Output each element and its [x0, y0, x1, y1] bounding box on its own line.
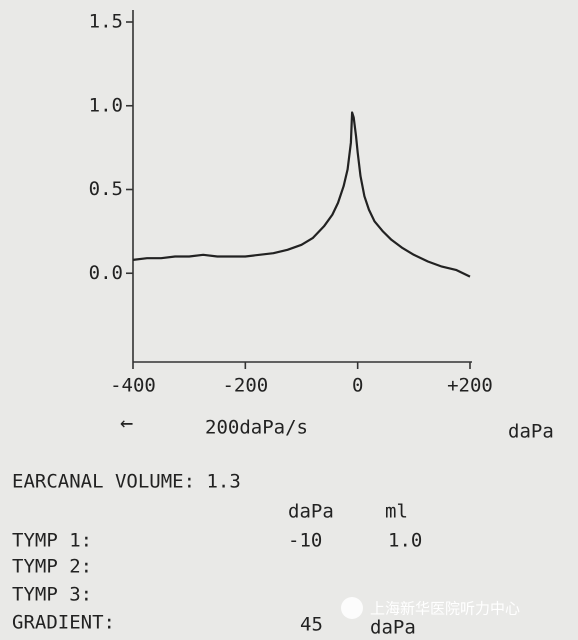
cell: daPa — [370, 617, 416, 639]
x-tick-label: +200 — [447, 375, 493, 397]
cell: 1.0 — [388, 530, 422, 552]
row-label: GRADIENT: — [12, 612, 115, 634]
rate: 200daPa/s — [205, 417, 308, 439]
column-header: ml — [385, 501, 408, 523]
x-tick-label: -400 — [110, 375, 156, 397]
curve — [132, 111, 471, 278]
y-tick-label: 1.0 — [89, 94, 123, 116]
y-tick-label: 1.5 — [89, 11, 123, 33]
row-label: TYMP 1: — [12, 530, 92, 552]
x-axis-label: daPa — [508, 421, 554, 443]
volume: EARCANAL VOLUME: 1.3 — [12, 471, 241, 493]
watermark-icon — [341, 597, 363, 619]
column-header: daPa — [288, 501, 334, 523]
row-label: TYMP 2: — [12, 556, 92, 578]
arrow: ← — [120, 411, 133, 436]
x-tick-label: -200 — [222, 375, 268, 397]
y-tick-label: 0.5 — [89, 178, 123, 200]
cell: 45 — [300, 614, 323, 636]
cell: -10 — [288, 530, 322, 552]
watermark: 上海新华医院听力中心 — [370, 600, 520, 618]
x-tick-label: 0 — [352, 375, 363, 397]
y-tick-label: 0.0 — [89, 262, 123, 284]
row-label: TYMP 3: — [12, 584, 92, 606]
